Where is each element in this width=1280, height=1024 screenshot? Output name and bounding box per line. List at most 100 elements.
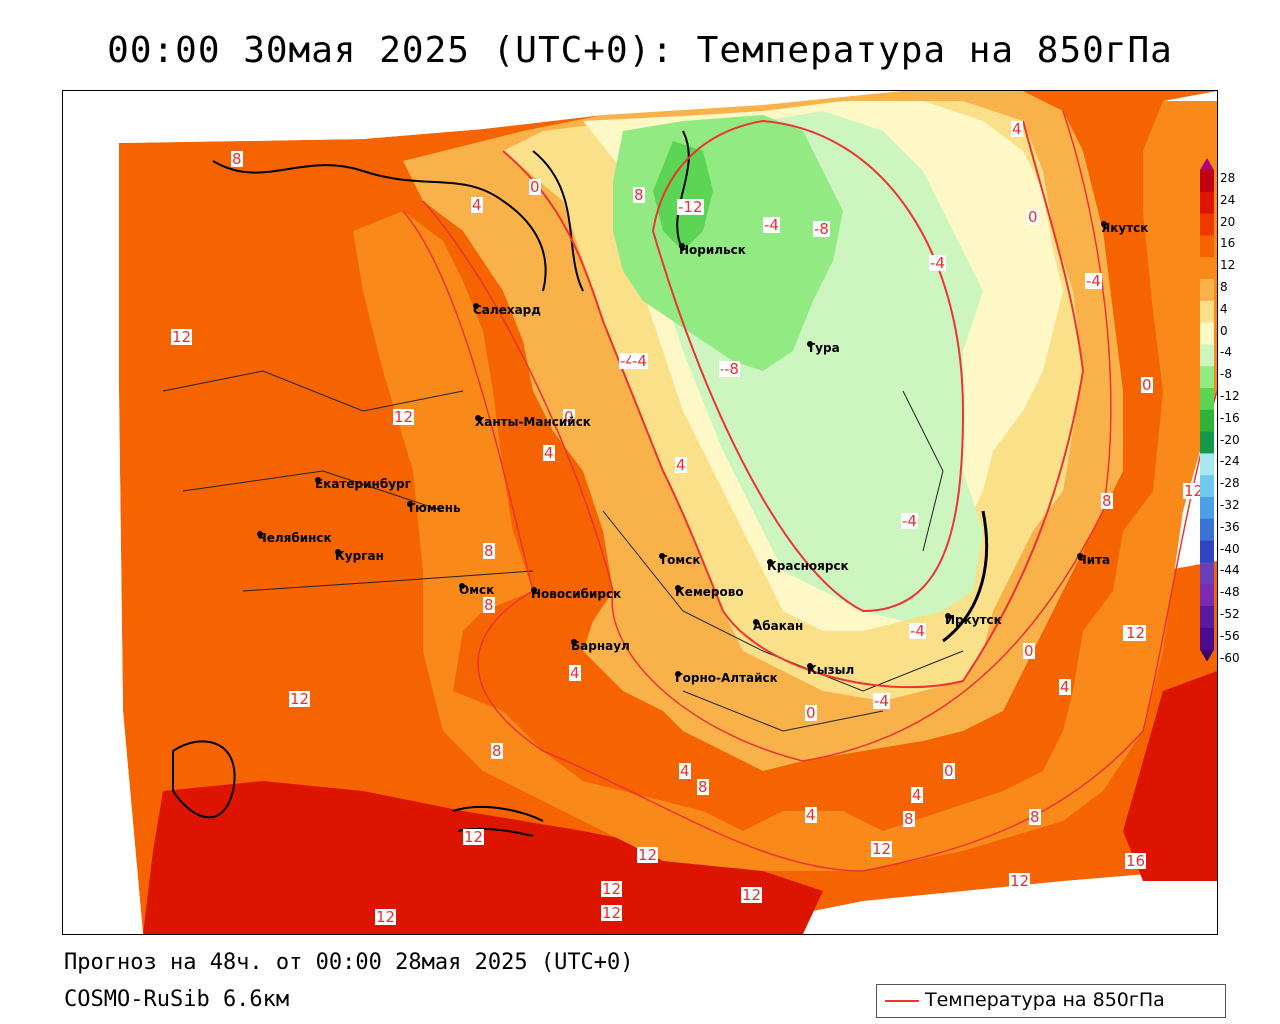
temperature-field-minus16 xyxy=(653,141,713,251)
colorbar-swatch xyxy=(1200,540,1214,563)
colorbar-swatch xyxy=(1200,388,1214,411)
colorbar-tick-label: 28 xyxy=(1220,171,1236,185)
colorbar-swatch xyxy=(1200,300,1214,324)
colorbar-tick-label: -40 xyxy=(1220,541,1240,556)
isoline-label: 12 xyxy=(1125,624,1147,642)
admin-borders xyxy=(162,370,964,732)
domain-mask xyxy=(1163,91,1217,101)
isoline-label: 0 xyxy=(1023,642,1035,660)
isoline-label: 0 xyxy=(1027,208,1039,226)
isoline-label: -4 xyxy=(901,512,918,530)
colorbar-swatch xyxy=(1200,453,1214,476)
colorbar-swatch xyxy=(1200,257,1214,280)
colorbar-swatch xyxy=(1200,497,1214,520)
colorbar-tick-label: -16 xyxy=(1220,410,1240,425)
isoline-label: -4 xyxy=(763,216,780,234)
colorbar-tick-label: 16 xyxy=(1220,236,1236,251)
isoline-label: 12 xyxy=(1009,872,1031,890)
isoline-label: 12 xyxy=(871,840,893,858)
isoline-label: 12 xyxy=(463,828,485,846)
city-yekaterinburg: Екатеринбург xyxy=(315,477,411,491)
colorbar-swatch xyxy=(1200,213,1214,236)
colorbar-tick-label: 24 xyxy=(1220,192,1236,207)
colorbar-tick-label: -20 xyxy=(1220,432,1240,447)
isotherm-line xyxy=(651,120,965,613)
colorbar-swatch xyxy=(1200,584,1214,607)
isoline-label: -4 xyxy=(1085,272,1102,290)
isoline-label: 12 xyxy=(393,408,415,426)
colorbar-tick-label: -28 xyxy=(1220,476,1240,491)
temperature-field-16 xyxy=(1123,671,1217,881)
isoline-label: -4 xyxy=(631,352,648,370)
colorbar-swatch xyxy=(1200,235,1214,258)
isoline-label: 8 xyxy=(697,778,709,796)
city-barnaul: Барнаул xyxy=(571,639,630,653)
isoline-label: 8 xyxy=(231,150,243,168)
colorbar-swatch xyxy=(1200,170,1214,193)
colorbar-tick-label: -32 xyxy=(1220,498,1240,512)
legend-line-swatch xyxy=(885,1000,919,1002)
isoline-label: 8 xyxy=(633,186,645,204)
colorbar-tick-label: -56 xyxy=(1220,628,1240,643)
colorbar-swatch xyxy=(1200,518,1214,542)
colorbar-tick-label: 4 xyxy=(1220,301,1228,316)
isoline-label: 8 xyxy=(491,742,503,760)
colorbar-swatch xyxy=(1200,475,1214,498)
isoline-label: 12 xyxy=(601,880,623,898)
colorbar-swatch xyxy=(1200,606,1214,629)
isoline-label: -8 xyxy=(723,360,740,378)
city-omsk: Омск xyxy=(459,583,495,597)
city-khanty-mansiysk: Ханты-Мансийск xyxy=(475,415,591,429)
isoline-label: 12 xyxy=(601,904,623,922)
colorbar-tick-label: -24 xyxy=(1220,454,1240,469)
city-tyumen: Тюмень xyxy=(407,501,461,515)
colorbar-tick-label: -44 xyxy=(1220,563,1240,578)
legend-label: Температура на 850гПа xyxy=(925,989,1165,1011)
isoline-label: 12 xyxy=(289,690,311,708)
colorbar-tick-label: 20 xyxy=(1220,214,1236,229)
city-tura: Тура xyxy=(807,341,840,355)
colorbar-tick-label: -60 xyxy=(1220,650,1240,665)
isoline-label: 4 xyxy=(675,456,687,474)
isoline-label: -12 xyxy=(677,198,704,216)
city-kyzyl: Кызыл xyxy=(807,663,855,677)
colorbar-swatch xyxy=(1200,627,1214,651)
isoline-label: 4 xyxy=(471,196,483,214)
isoline-label: 8 xyxy=(483,596,495,614)
isoline-label: 0 xyxy=(943,762,955,780)
isoline-label: 0 xyxy=(805,704,817,722)
lake-baikal xyxy=(942,510,989,643)
isoline-label: 4 xyxy=(805,806,817,824)
city-kurgan: Курган xyxy=(335,549,384,563)
colorbar-swatch xyxy=(1200,409,1214,433)
model-name: COSMO-RuSib 6.6км xyxy=(64,987,290,1012)
isoline-label: 12 xyxy=(375,908,397,926)
isoline-label: 16 xyxy=(1125,852,1147,870)
city-abakan: Абакан xyxy=(753,619,804,633)
isoline-label: -4 xyxy=(929,254,946,272)
city-chita: Чита xyxy=(1077,553,1111,567)
city-gorno-altaysk: Горно-Алтайск xyxy=(675,671,778,685)
colorbar-swatch xyxy=(1200,322,1214,345)
colorbar-tick-label: -48 xyxy=(1220,585,1240,600)
isoline-label: 0 xyxy=(563,408,575,426)
isoline-label: 4 xyxy=(1059,678,1071,696)
colorbar-swatch xyxy=(1200,344,1214,367)
coastline xyxy=(212,130,690,292)
colorbar-top-arrow xyxy=(1200,158,1214,170)
isoline-label: 12 xyxy=(171,328,193,346)
colorbar-swatch xyxy=(1200,562,1214,585)
city-chelyabinsk: Челябинск xyxy=(257,531,332,545)
city-salekhard: Салехард xyxy=(473,303,541,317)
temperature-colorbar xyxy=(1200,158,1214,662)
colorbar-tick-label: -12 xyxy=(1220,389,1240,403)
colorbar-swatch xyxy=(1200,279,1214,302)
colorbar-tick-label: 12 xyxy=(1220,258,1236,273)
colorbar-swatch xyxy=(1200,191,1214,215)
isoline-label: 4 xyxy=(543,444,555,462)
city-krasnoyarsk: Красноярск xyxy=(767,559,849,573)
isoline-label: 4 xyxy=(911,786,923,804)
colorbar-tick-label: -36 xyxy=(1220,519,1240,534)
isoline-label: 8 xyxy=(1029,808,1041,826)
isoline-label: 4 xyxy=(569,664,581,682)
